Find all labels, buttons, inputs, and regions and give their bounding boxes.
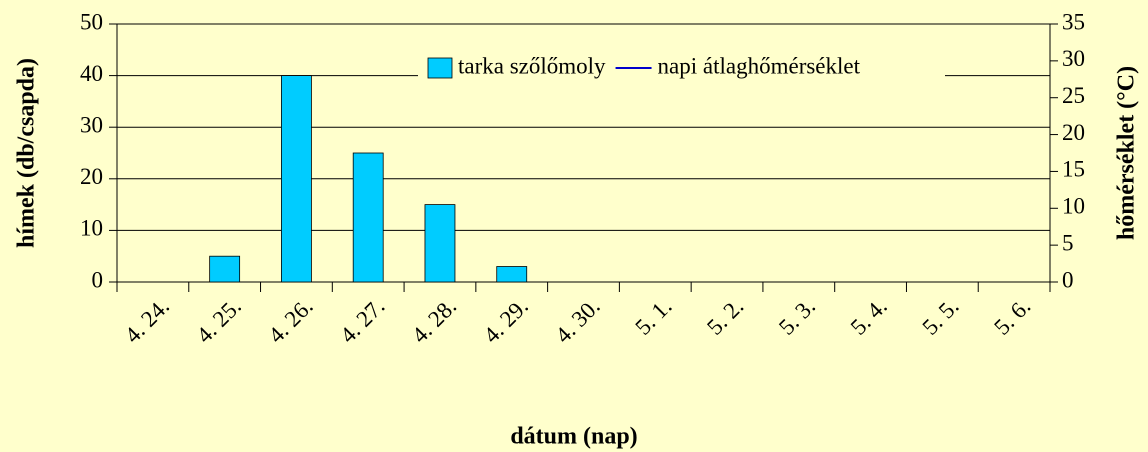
y2-tick-label: 20	[1062, 120, 1085, 145]
bar	[209, 255, 241, 283]
y-tick-label: 30	[80, 112, 103, 137]
y2-tick-label: 15	[1062, 157, 1085, 182]
y-tick-label: 40	[80, 61, 103, 86]
legend-swatch	[427, 57, 453, 79]
y2-axis-title: hőmérséklet (°C)	[1114, 66, 1140, 240]
y-axis-title: hímek (db/csapda)	[14, 58, 40, 248]
y2-tick-label: 0	[1062, 267, 1074, 292]
y-tick-label: 0	[92, 267, 104, 292]
y2-tick-label: 30	[1062, 46, 1085, 71]
x-axis-title: dátum (nap)	[510, 424, 637, 450]
bar	[496, 266, 528, 283]
y-tick-label: 50	[80, 9, 103, 34]
bar	[352, 152, 384, 283]
legend-label: napi átlaghőmérséklet	[658, 53, 861, 78]
legend-label: tarka szőlőmoly	[458, 53, 606, 78]
legend-box	[418, 50, 945, 86]
y2-tick-label: 35	[1062, 9, 1085, 34]
bar	[281, 75, 312, 283]
y2-tick-label: 10	[1062, 194, 1085, 219]
y-tick-label: 10	[80, 216, 103, 241]
bar	[424, 204, 456, 283]
y2-tick-label: 5	[1062, 230, 1074, 255]
y2-tick-label: 25	[1062, 83, 1085, 108]
y-tick-label: 20	[80, 164, 103, 189]
